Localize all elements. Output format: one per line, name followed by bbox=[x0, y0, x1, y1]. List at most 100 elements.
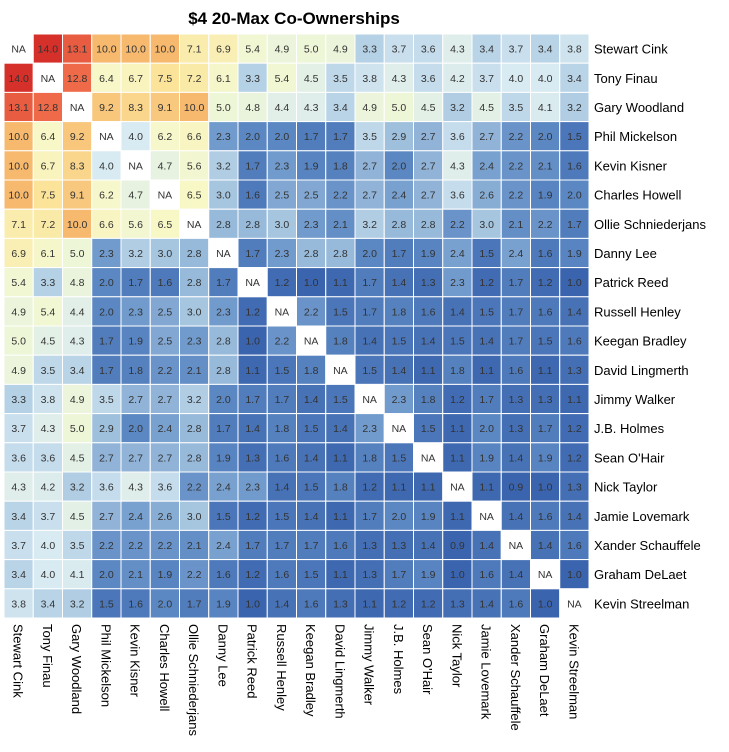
cell-value-label: 4.9 bbox=[362, 102, 377, 114]
heatmap-cell-keegan-bradley-graham-delaet bbox=[530, 325, 561, 356]
heatmap-cell-keegan-bradley-jamie-lovemark bbox=[471, 325, 502, 356]
cell-value-label: 3.7 bbox=[479, 73, 494, 85]
cell-value-label: 4.2 bbox=[41, 482, 56, 494]
heatmap-cell-sean-o-hair-kevin-kisner bbox=[120, 442, 151, 473]
cell-value-label: 1.7 bbox=[245, 394, 260, 406]
cell-value-label: 1.6 bbox=[128, 598, 143, 610]
cell-value-label: 2.0 bbox=[392, 160, 407, 172]
cell-value-label: 1.0 bbox=[567, 277, 582, 289]
heatmap-cell-jamie-lovemark-jimmy-walker bbox=[354, 500, 385, 531]
cell-value-label: 3.0 bbox=[275, 219, 290, 231]
cell-value-label: 1.7 bbox=[99, 365, 114, 377]
cell-value-label: 1.6 bbox=[158, 277, 173, 289]
heatmap-cell-russell-henley-danny-lee bbox=[208, 296, 239, 327]
cell-value-label: 2.5 bbox=[158, 306, 173, 318]
cell-value-label: 1.1 bbox=[538, 365, 553, 377]
cell-value-label: 3.6 bbox=[450, 190, 465, 202]
heatmap-cell-nick-taylor-nick-taylor bbox=[442, 471, 473, 502]
cell-value-label: 1.5 bbox=[450, 336, 465, 348]
heatmap-cell-danny-lee-tony-finau bbox=[32, 237, 63, 269]
cell-value-label: 4.9 bbox=[70, 394, 85, 406]
cell-value-label: 3.3 bbox=[11, 394, 26, 406]
heatmap-cell-jamie-lovemark-gary-woodland bbox=[62, 500, 93, 531]
cell-value-label: 1.1 bbox=[450, 423, 465, 435]
heatmap-cell-david-lingmerth-sean-o-hair bbox=[413, 354, 444, 385]
row-label-graham-delaet: Graham DeLaet bbox=[594, 567, 687, 582]
heatmap-cell-ollie-schniederjans-j-b-holmes bbox=[383, 208, 414, 239]
heatmap-cell-graham-delaet-patrick-reed bbox=[237, 559, 268, 590]
heatmap-cell-tony-finau-nick-taylor bbox=[442, 62, 473, 93]
cell-value-label: 12.8 bbox=[38, 102, 59, 114]
cell-value-label: 1.8 bbox=[421, 394, 436, 406]
cell-value-label: 3.7 bbox=[509, 44, 524, 56]
cell-value-label: 2.7 bbox=[128, 452, 143, 464]
cell-value-label: 4.4 bbox=[70, 306, 85, 318]
cell-value-label: 1.7 bbox=[245, 160, 260, 172]
heatmap-cell-jimmy-walker-charles-howell bbox=[149, 383, 180, 415]
cell-value-label: 1.6 bbox=[275, 452, 290, 464]
row-label-xander-schauffele: Xander Schauffele bbox=[594, 538, 701, 553]
cell-value-label: NA bbox=[11, 44, 26, 56]
cell-value-label: 1.4 bbox=[450, 306, 465, 318]
heatmap-cell-patrick-reed-tony-finau bbox=[32, 267, 63, 298]
cell-value-label: 1.7 bbox=[362, 511, 377, 523]
cell-value-label: 1.7 bbox=[99, 336, 114, 348]
cell-value-label: 4.0 bbox=[41, 540, 56, 552]
heatmap-cell-tony-finau-keegan-bradley bbox=[296, 62, 327, 93]
heatmap-cell-kevin-streelman-nick-taylor bbox=[442, 588, 473, 619]
heatmap-cell-gary-woodland-jimmy-walker bbox=[354, 91, 385, 123]
heatmap-cells: NA 14.0 13.1 10.0 10.0 10.0 7.1 6.9 5.4 4.9 5.0 4.9… bbox=[3, 33, 590, 619]
cell-value-label: 5.4 bbox=[41, 306, 56, 318]
cell-value-label: 2.4 bbox=[128, 511, 143, 523]
heatmap-cell-charles-howell-phil-mickelson bbox=[91, 179, 122, 210]
heatmap-cell-russell-henley-jimmy-walker bbox=[354, 296, 385, 327]
heatmap-cell-xander-schauffele-jamie-lovemark bbox=[471, 529, 502, 561]
heatmap-cell-patrick-reed-kevin-streelman bbox=[559, 267, 590, 298]
heatmap-cell-danny-lee-danny-lee bbox=[208, 237, 239, 269]
column-label-jimmy-walker: Jimmy Walker bbox=[362, 624, 377, 706]
cell-value-label: 1.9 bbox=[421, 569, 436, 581]
cell-value-label: 1.7 bbox=[509, 277, 524, 289]
cell-value-label: 1.3 bbox=[392, 540, 407, 552]
cell-value-label: 2.7 bbox=[99, 452, 114, 464]
cell-value-label: 13.1 bbox=[8, 102, 29, 114]
cell-value-label: 1.3 bbox=[450, 598, 465, 610]
cell-value-label: 2.0 bbox=[245, 131, 260, 143]
heatmap-cell-david-lingmerth-russell-henley bbox=[266, 354, 297, 385]
cell-value-label: 1.8 bbox=[275, 423, 290, 435]
column-label-ollie-schniederjans: Ollie Schniederjans bbox=[186, 624, 201, 737]
column-label-kevin-kisner: Kevin Kisner bbox=[128, 624, 143, 698]
cell-value-label: 4.0 bbox=[41, 569, 56, 581]
cell-value-label: 1.6 bbox=[479, 569, 494, 581]
cell-value-label: 2.8 bbox=[216, 365, 231, 377]
cell-value-label: 2.3 bbox=[216, 131, 231, 143]
cell-value-label: 3.2 bbox=[567, 102, 582, 114]
heatmap-cell-jimmy-walker-ollie-schniederjans bbox=[179, 383, 210, 415]
cell-value-label: 1.7 bbox=[275, 540, 290, 552]
cell-value-label: 2.7 bbox=[128, 394, 143, 406]
cell-value-label: 1.1 bbox=[479, 482, 494, 494]
heatmap-cell-jamie-lovemark-sean-o-hair bbox=[413, 500, 444, 531]
cell-value-label: 9.2 bbox=[70, 131, 85, 143]
cell-value-label: 6.2 bbox=[158, 131, 173, 143]
cell-value-label: 3.0 bbox=[158, 248, 173, 260]
cell-value-label: 3.7 bbox=[11, 423, 26, 435]
cell-value-label: 2.8 bbox=[392, 219, 407, 231]
heatmap-cell-j-b-holmes-gary-woodland bbox=[62, 413, 93, 444]
cell-value-label: 4.8 bbox=[245, 102, 260, 114]
heatmap-cell-charles-howell-nick-taylor bbox=[442, 179, 473, 210]
cell-value-label: 1.0 bbox=[245, 598, 260, 610]
cell-value-label: 1.8 bbox=[333, 336, 348, 348]
cell-value-label: 1.2 bbox=[245, 569, 260, 581]
heatmap-cell-kevin-kisner-kevin-streelman bbox=[559, 150, 590, 181]
heatmap-cell-j-b-holmes-sean-o-hair bbox=[413, 413, 444, 444]
cell-value-label: 6.5 bbox=[158, 219, 173, 231]
cell-value-label: 4.7 bbox=[128, 190, 143, 202]
cell-value-label: 1.8 bbox=[392, 306, 407, 318]
cell-value-label: 4.4 bbox=[275, 102, 290, 114]
column-label-xander-schauffele: Xander Schauffele bbox=[508, 624, 523, 731]
cell-value-label: 1.1 bbox=[333, 277, 348, 289]
heatmap-cell-david-lingmerth-patrick-reed bbox=[237, 354, 268, 385]
cell-value-label: NA bbox=[333, 365, 348, 377]
cell-value-label: 3.5 bbox=[70, 540, 85, 552]
